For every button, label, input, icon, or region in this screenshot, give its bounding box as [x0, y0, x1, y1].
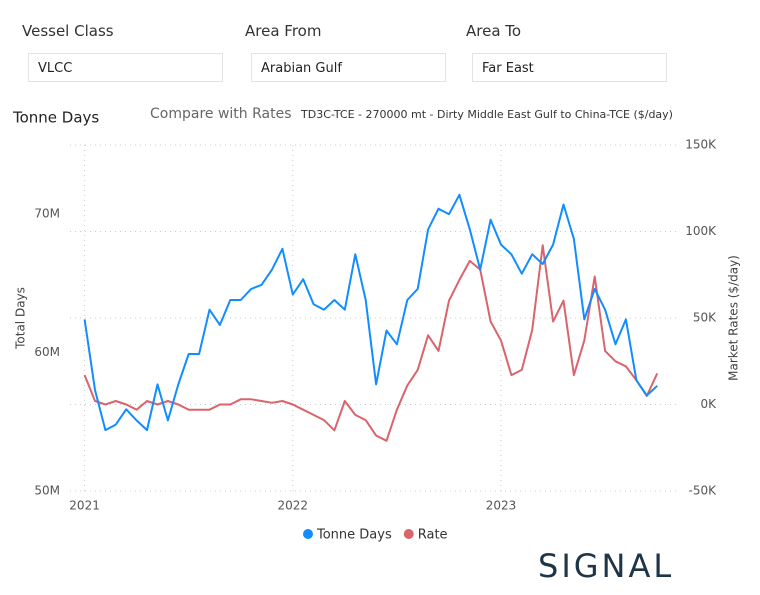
legend-label: Rate [418, 528, 448, 543]
series-line [83, 193, 658, 432]
x-tick-label: 2021 [69, 499, 100, 513]
legend-marker [303, 529, 313, 539]
filter-box[interactable]: VLCC [28, 53, 223, 82]
y-tick-label: 70M [34, 207, 60, 221]
filter-box[interactable]: Arabian Gulf [251, 53, 446, 82]
y2-tick-label: 100K [685, 224, 717, 238]
x-tick-label: 2023 [486, 499, 517, 513]
y-axis-label: Total Days [14, 287, 28, 350]
chart-title: Tonne Days [12, 109, 99, 127]
brand-logo: SIGNAL [538, 547, 674, 585]
filter-label: Area From [245, 22, 322, 40]
y-tick-label: 60M [34, 345, 60, 359]
y2-tick-label: -50K [689, 484, 718, 498]
y2-axis-label: Market Rates ($/day) [727, 255, 741, 381]
y-tick-label: 50M [34, 484, 60, 498]
filter-label: Vessel Class [22, 22, 114, 40]
series-line [83, 244, 659, 442]
filter-label: Area To [466, 22, 522, 40]
toggle[interactable]: Compare with Rates [150, 106, 292, 122]
legend-marker [403, 529, 414, 539]
chart-subtitle: TD3C-TCE - 270000 mt - Dirty Middle East… [300, 108, 673, 121]
legend-label: Tonne Days [316, 528, 392, 543]
y2-tick-label: 50K [693, 311, 717, 325]
x-tick-label: 2022 [278, 499, 309, 513]
filter-box[interactable]: Far East [472, 53, 667, 82]
y2-tick-label: 0K [700, 397, 717, 411]
y2-tick-label: 150K [685, 138, 717, 152]
